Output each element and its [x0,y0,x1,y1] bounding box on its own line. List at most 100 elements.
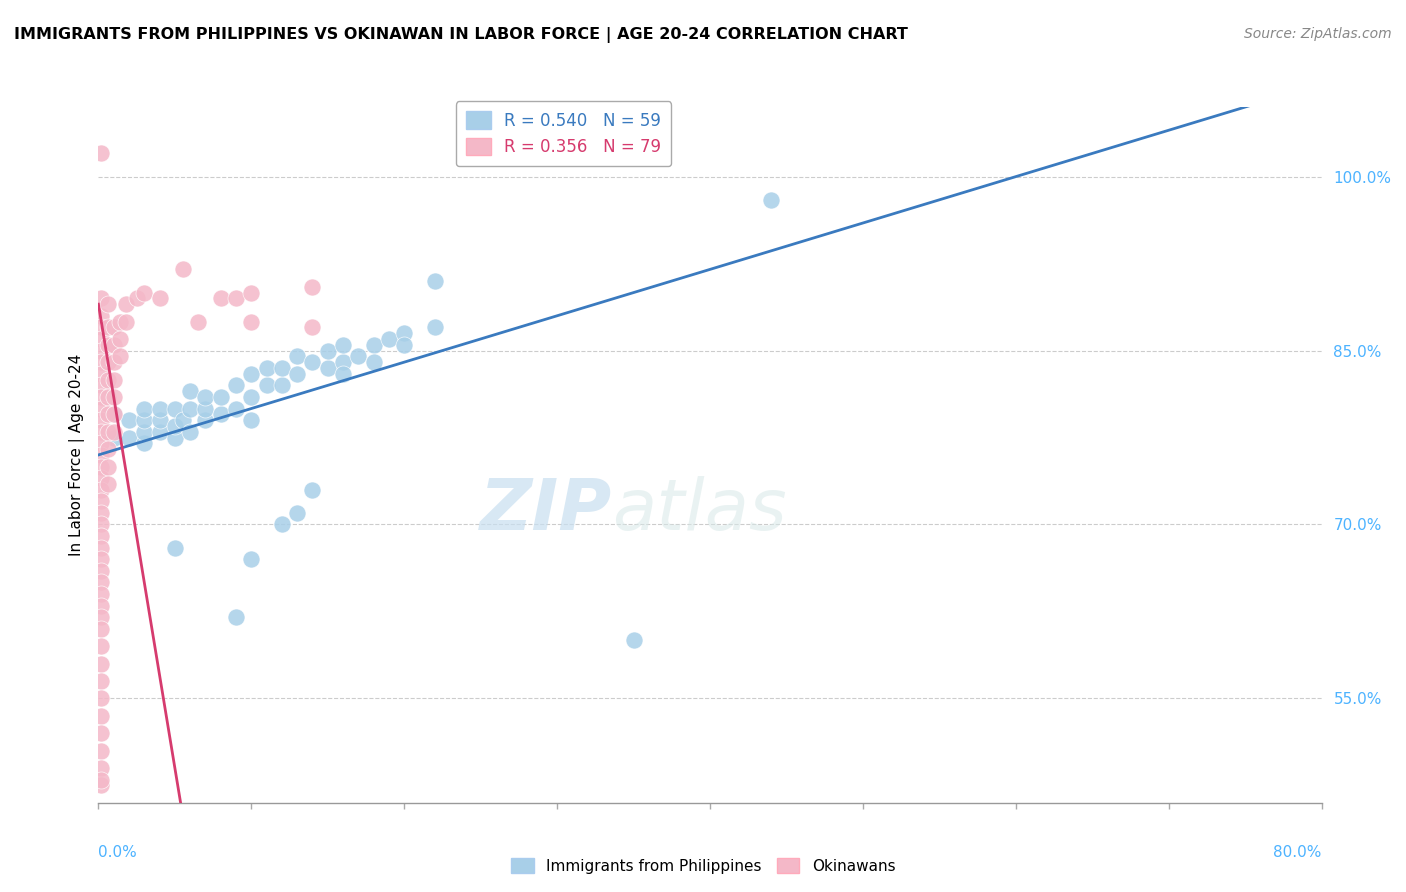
Point [103,431,125,445]
Point [285,367,308,381]
Point [316,361,339,376]
Point [90,343,112,358]
Point [118,413,141,427]
Point [90,506,112,520]
Point [149,291,172,305]
Point [134,413,156,427]
Point [149,401,172,416]
Point [90,587,112,601]
Point [149,413,172,427]
Point [209,407,232,422]
Point [90,146,112,161]
Point [97,320,120,334]
Legend: Immigrants from Philippines, Okinawans: Immigrants from Philippines, Okinawans [505,852,901,880]
Point [90,691,112,706]
Text: ZIP: ZIP [479,476,612,545]
Point [90,599,112,613]
Point [90,541,112,555]
Point [103,407,125,422]
Point [149,425,172,439]
Point [225,401,247,416]
Point [163,419,186,434]
Point [301,355,323,369]
Point [103,373,125,387]
Point [90,309,112,323]
Point [392,338,416,352]
Point [103,390,125,404]
Point [115,315,138,329]
Point [90,355,112,369]
Point [90,332,112,346]
Point [90,761,112,775]
Point [97,425,120,439]
Point [623,633,645,648]
Point [392,326,416,341]
Point [90,640,112,654]
Point [90,674,112,689]
Point [90,483,112,497]
Point [90,390,112,404]
Point [90,436,112,450]
Point [332,367,354,381]
Point [90,401,112,416]
Point [240,315,263,329]
Point [90,291,112,305]
Point [97,338,120,352]
Point [194,413,217,427]
Point [108,332,131,346]
Point [240,367,263,381]
Point [90,529,112,543]
Point [103,425,125,439]
Point [423,274,446,288]
Point [163,431,186,445]
Point [270,378,292,392]
Point [134,285,156,300]
Point [209,291,232,305]
Point [103,407,125,422]
Text: Source: ZipAtlas.com: Source: ZipAtlas.com [1244,27,1392,41]
Point [97,407,120,422]
Point [90,459,112,474]
Point [172,262,194,277]
Text: atlas: atlas [612,476,787,545]
Point [301,483,323,497]
Point [256,378,278,392]
Point [187,315,209,329]
Point [240,285,263,300]
Point [363,355,385,369]
Point [97,390,120,404]
Point [179,384,201,399]
Point [285,506,308,520]
Point [332,355,354,369]
Point [125,291,148,305]
Point [240,552,263,566]
Point [90,622,112,636]
Point [90,564,112,578]
Point [103,338,125,352]
Point [134,425,156,439]
Point [90,517,112,532]
Point [179,401,201,416]
Point [347,350,370,364]
Point [316,343,339,358]
Point [301,320,323,334]
Point [90,772,112,787]
Point [97,476,120,491]
Point [90,744,112,758]
Text: IMMIGRANTS FROM PHILIPPINES VS OKINAWAN IN LABOR FORCE | AGE 20-24 CORRELATION C: IMMIGRANTS FROM PHILIPPINES VS OKINAWAN … [14,27,908,43]
Point [108,315,131,329]
Y-axis label: In Labor Force | Age 20-24: In Labor Force | Age 20-24 [69,354,84,556]
Point [90,552,112,566]
Point [103,355,125,369]
Point [90,367,112,381]
Point [115,297,138,311]
Point [97,373,120,387]
Point [270,517,292,532]
Point [103,320,125,334]
Point [90,378,112,392]
Point [172,413,194,427]
Point [240,413,263,427]
Point [378,332,401,346]
Point [90,575,112,590]
Point [90,413,112,427]
